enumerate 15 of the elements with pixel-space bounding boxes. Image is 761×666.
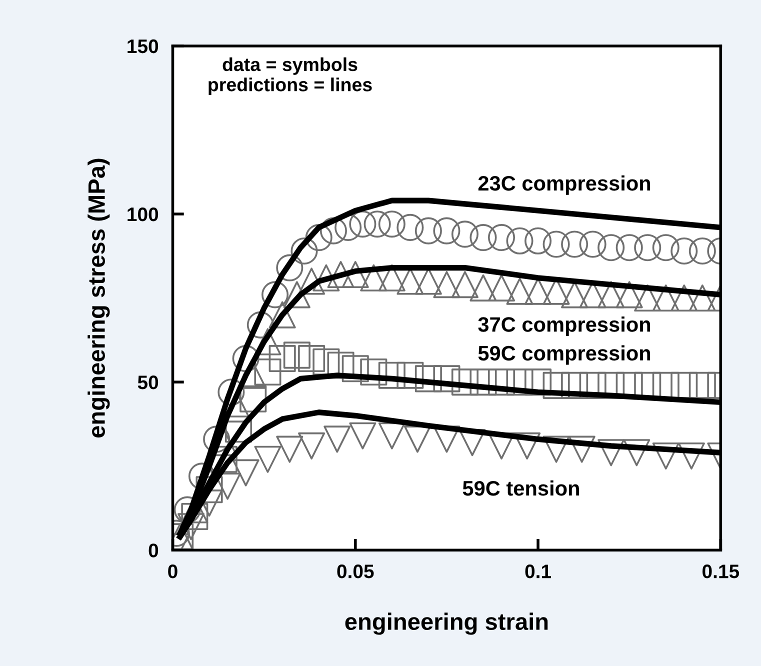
annotation: data = symbols predictions = lines [208,57,372,96]
annotation: 59C tension [462,480,579,496]
x-tick-label: 0.1 [525,564,551,578]
annotation: 37C compression [478,316,650,336]
x-tick-label: 0.05 [337,564,374,578]
y-tick-label: 100 [128,207,158,222]
y-axis-title: engineering stress (MPa) [88,158,110,438]
annotation: 23C compression [478,175,650,195]
x-tick-label: 0 [168,564,178,578]
x-tick-label: 0.15 [702,564,740,578]
y-tick-label: 50 [138,376,158,390]
annotation: 59C compression [478,345,650,365]
y-tick-label: 150 [128,39,158,54]
x-axis-title: engineering strain [345,612,548,635]
y-tick-label: 0 [148,544,158,558]
